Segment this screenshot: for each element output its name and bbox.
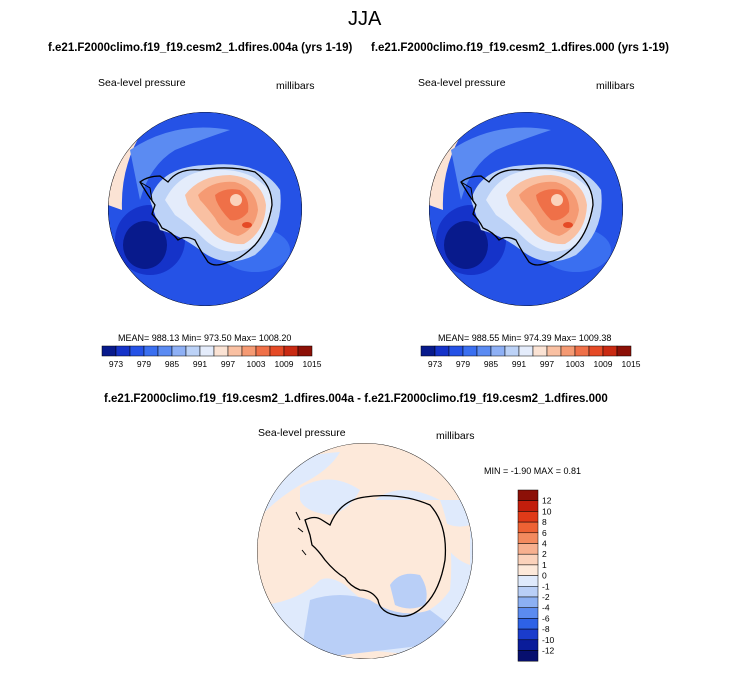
diff-colorbar-tick-label: -4 [542, 603, 550, 613]
left-colorbar-swatch [255, 345, 271, 357]
right-colorbar-swatch [504, 345, 520, 357]
diff-colorbar-swatch [517, 618, 539, 630]
right-units-label: millibars [596, 80, 635, 92]
diff-colorbar-swatch [517, 500, 539, 512]
left-colorbar-swatch [269, 345, 285, 357]
diff-colorbar-swatch [517, 543, 539, 555]
left-slp-map [108, 112, 302, 306]
right-colorbar-swatch [546, 345, 562, 357]
diff-variable-label: Sea-level pressure [258, 427, 346, 439]
left-colorbar-tick-label: 1015 [303, 359, 322, 369]
diff-colorbar-swatch [517, 553, 539, 566]
right-colorbar-swatch [616, 345, 632, 357]
diff-colorbar-swatch [517, 650, 539, 662]
diff-colorbar-swatch [517, 564, 539, 576]
right-colorbar-swatch [532, 345, 548, 357]
left-stats: MEAN= 988.13 Min= 973.50 Max= 1008.20 [118, 333, 292, 343]
diff-colorbar-swatch [517, 607, 539, 619]
diff-colorbar-swatch [517, 596, 539, 608]
diff-colorbar-tick-label: -6 [542, 613, 550, 623]
right-colorbar-swatch [490, 345, 506, 357]
diff-colorbar-tick-label: 6 [542, 528, 547, 538]
left-colorbar-tick-label: 1003 [247, 359, 266, 369]
left-colorbar-swatch [157, 345, 173, 357]
left-colorbar-tick-label: 979 [137, 359, 151, 369]
left-colorbar-swatch [283, 345, 299, 357]
right-colorbar-swatch [518, 345, 534, 357]
diff-colorbar-tick-label: 12 [542, 496, 552, 506]
left-colorbar-swatch [101, 345, 117, 357]
diff-stats: MIN = -1.90 MAX = 0.81 [484, 466, 582, 476]
diff-colorbar-tick-label: -2 [542, 592, 550, 602]
diff-colorbar-swatch [517, 639, 539, 651]
right-colorbar-tick-label: 1009 [594, 359, 613, 369]
right-variable-label: Sea-level pressure [418, 77, 506, 89]
left-colorbar-swatch [171, 345, 187, 357]
diff-colorbar-swatch [517, 628, 539, 641]
left-colorbar-swatch [115, 345, 131, 357]
right-colorbar-swatch [602, 345, 618, 357]
diff-colorbar-tick-label: 4 [542, 539, 547, 549]
right-colorbar-tick-label: 973 [428, 359, 442, 369]
diff-colorbar-swatch [517, 575, 539, 587]
right-colorbar-tick-label: 1015 [622, 359, 641, 369]
left-colorbar-swatch [213, 345, 229, 357]
left-colorbar-swatch [199, 345, 215, 357]
right-stats: MEAN= 988.55 Min= 974.39 Max= 1009.38 [438, 333, 612, 343]
left-colorbar-tick-label: 1009 [275, 359, 294, 369]
left-colorbar-tick-label: 973 [109, 359, 123, 369]
left-variable-label: Sea-level pressure [98, 77, 186, 89]
right-colorbar-tick-label: 979 [456, 359, 470, 369]
right-colorbar-swatch [462, 345, 478, 357]
left-panel-case-title: f.e21.F2000climo.f19_f19.cesm2_1.dfires.… [48, 42, 353, 54]
right-colorbar-swatch [420, 345, 436, 357]
left-colorbar-tick-label: 985 [165, 359, 179, 369]
diff-colorbar-tick-label: 8 [542, 517, 547, 527]
right-colorbar-tick-label: 997 [540, 359, 554, 369]
right-colorbar: 973 979 985 991 997 1003 1009 1015 [420, 345, 641, 369]
diff-colorbar-swatch [517, 521, 539, 534]
right-colorbar-swatch [434, 345, 450, 357]
left-colorbar-tick-label: 991 [193, 359, 207, 369]
right-colorbar-swatch [476, 345, 492, 357]
right-colorbar-swatch [448, 345, 464, 357]
right-colorbar-tick-label: 991 [512, 359, 526, 369]
diff-colorbar-swatch [517, 489, 539, 501]
left-units-label: millibars [276, 80, 315, 92]
diff-title: f.e21.F2000climo.f19_f19.cesm2_1.dfires.… [104, 393, 608, 405]
left-colorbar-swatch [241, 345, 257, 357]
diff-colorbar-tick-label: 1 [542, 560, 547, 570]
diff-slp-map [257, 443, 473, 659]
diff-colorbar-tick-label: 0 [542, 571, 547, 581]
left-colorbar-swatch [129, 345, 145, 357]
diff-colorbar-tick-label: -10 [542, 635, 555, 645]
diff-colorbar-tick-label: 2 [542, 549, 547, 559]
diff-colorbar-tick-label: -8 [542, 624, 550, 634]
diff-colorbar-tick-label: -12 [542, 646, 555, 656]
left-colorbar-swatch [143, 345, 159, 357]
right-slp-map [429, 112, 623, 306]
right-colorbar-tick-label: 1003 [566, 359, 585, 369]
right-colorbar-swatch [560, 345, 576, 357]
diff-units-label: millibars [436, 430, 475, 442]
season-title: JJA [348, 8, 382, 30]
left-colorbar: 973 979 985 991 997 1003 1009 1015 [101, 345, 322, 369]
diff-colorbar-swatch [517, 586, 539, 598]
diff-colorbar-swatch [517, 532, 539, 544]
right-colorbar-swatch [574, 345, 590, 357]
diff-colorbar-tick-label: 10 [542, 506, 552, 516]
right-colorbar-tick-label: 985 [484, 359, 498, 369]
diff-colorbar-swatch [517, 511, 539, 523]
left-colorbar-swatch [297, 345, 313, 357]
left-colorbar-tick-label: 997 [221, 359, 235, 369]
right-colorbar-swatch [588, 345, 604, 357]
left-colorbar-swatch [227, 345, 243, 357]
left-colorbar-swatch [185, 345, 201, 357]
right-panel-case-title: f.e21.F2000climo.f19_f19.cesm2_1.dfires.… [371, 42, 669, 54]
diff-colorbar-tick-label: -1 [542, 581, 550, 591]
